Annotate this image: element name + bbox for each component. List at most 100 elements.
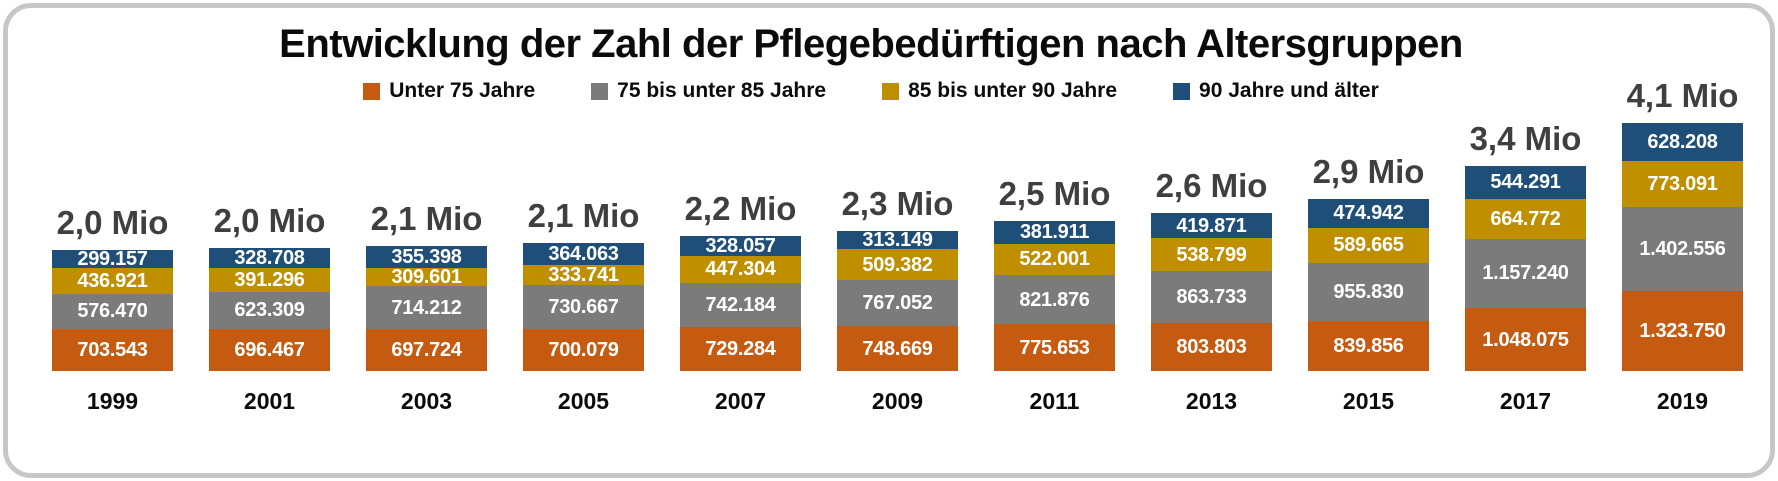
- legend-label: 90 Jahre und älter: [1199, 79, 1379, 102]
- bar-group-1999: 2,0 Mio 299.157 436.921 576.470 703.543 1999: [52, 8, 173, 473]
- bar-stack-2003: 355.398 309.601 714.212 697.724: [366, 246, 487, 371]
- total-label-2001: 2,0 Mio: [213, 202, 326, 240]
- legend-item-90-jahre-und-älter: 90 Jahre und älter: [1173, 79, 1379, 103]
- bar-stack-2019: 628.208 773.091 1.402.556 1.323.750: [1622, 123, 1743, 371]
- axis-label-2019: 2019: [1656, 388, 1709, 414]
- segment-value-label: 381.911: [1019, 221, 1090, 244]
- legend-item-75-bis-unter-85-jahre: 75 bis unter 85 Jahre: [591, 79, 826, 103]
- bar-group-2019: 4,1 Mio 628.208 773.091 1.402.556 1.323.750 2…: [1622, 8, 1743, 473]
- bar-stack-2007: 328.057 447.304 742.184 729.284: [680, 236, 801, 371]
- bar-stack-2001: 328.708 391.296 623.309 696.467: [209, 248, 330, 371]
- bar-group-2003: 2,1 Mio 355.398 309.601 714.212 697.724 2003: [366, 8, 487, 473]
- bar-segment-75-bis-unter-85-jahre: 730.667: [523, 285, 644, 329]
- legend-label: Unter 75 Jahre: [389, 79, 536, 102]
- segment-value-label: 703.543: [77, 338, 148, 361]
- segment-value-label: 576.470: [77, 300, 148, 323]
- segment-value-label: 623.309: [234, 299, 305, 322]
- bar-segment-85-bis-unter-90-jahre: 538.799: [1151, 238, 1272, 271]
- segment-value-label: 628.208: [1647, 130, 1718, 153]
- bar-group-2009: 2,3 Mio 313.149 509.382 767.052 748.669 2009: [837, 8, 958, 473]
- segment-value-label: 299.157: [77, 247, 148, 270]
- segment-value-label: 589.665: [1333, 234, 1404, 257]
- bar-segment-90-jahre-und-älter: 328.057: [680, 236, 801, 256]
- segment-value-label: 391.296: [234, 268, 305, 291]
- bar-group-2017: 3,4 Mio 544.291 664.772 1.157.240 1.048.075 2…: [1465, 8, 1586, 473]
- segment-value-label: 328.708: [234, 247, 305, 270]
- plot-area: 2,0 Mio 299.157 436.921 576.470 703.543 1999 2…: [8, 8, 1770, 473]
- segment-value-label: 696.467: [234, 339, 305, 362]
- legend-item-unter-75-jahre: Unter 75 Jahre: [363, 79, 535, 103]
- bar-segment-85-bis-unter-90-jahre: 773.091: [1622, 160, 1743, 208]
- bar-group-2005: 2,1 Mio 364.063 333.741 730.667 700.079 2005: [523, 8, 644, 473]
- bar-segment-90-jahre-und-älter: 474.942: [1308, 199, 1429, 228]
- total-label-2011: 2,5 Mio: [998, 174, 1111, 212]
- segment-value-label: 538.799: [1176, 243, 1247, 266]
- segment-value-label: 474.942: [1333, 202, 1404, 225]
- total-label-2015: 2,9 Mio: [1312, 153, 1425, 191]
- bar-segment-unter-75-jahre: 748.669: [837, 326, 958, 371]
- segment-value-label: 748.669: [862, 337, 933, 360]
- bar-segment-85-bis-unter-90-jahre: 589.665: [1308, 227, 1429, 264]
- legend-swatch-icon: [882, 82, 900, 100]
- segment-value-label: 767.052: [862, 291, 933, 314]
- segment-value-label: 1.323.750: [1639, 320, 1726, 343]
- bar-segment-85-bis-unter-90-jahre: 447.304: [680, 255, 801, 283]
- segment-value-label: 955.830: [1333, 280, 1404, 303]
- total-label-2019: 4,1 Mio: [1626, 77, 1739, 114]
- segment-value-label: 364.063: [548, 243, 619, 266]
- segment-value-label: 544.291: [1490, 171, 1561, 194]
- bar-segment-90-jahre-und-älter: 419.871: [1151, 213, 1272, 239]
- bar-group-2007: 2,2 Mio 328.057 447.304 742.184 729.284 2007: [680, 8, 801, 473]
- bar-segment-90-jahre-und-älter: 364.063: [523, 243, 644, 266]
- legend-swatch-icon: [363, 82, 381, 100]
- segment-value-label: 509.382: [862, 253, 933, 276]
- bar-segment-85-bis-unter-90-jahre: 391.296: [209, 268, 330, 292]
- axis-label-1999: 1999: [86, 388, 139, 414]
- bar-segment-75-bis-unter-85-jahre: 821.876: [994, 275, 1115, 325]
- bar-segment-unter-75-jahre: 700.079: [523, 328, 644, 371]
- bar-stack-2005: 364.063 333.741 730.667 700.079: [523, 243, 644, 371]
- segment-value-label: 821.876: [1019, 288, 1090, 311]
- bar-segment-90-jahre-und-älter: 328.708: [209, 248, 330, 268]
- bar-segment-75-bis-unter-85-jahre: 714.212: [366, 286, 487, 330]
- segment-value-label: 309.601: [391, 265, 462, 288]
- bar-segment-unter-75-jahre: 1.323.750: [1622, 291, 1743, 371]
- bar-segment-unter-75-jahre: 839.856: [1308, 320, 1429, 371]
- bar-segment-85-bis-unter-90-jahre: 309.601: [366, 265, 487, 288]
- axis-label-2001: 2001: [243, 388, 296, 414]
- legend-label: 75 bis unter 85 Jahre: [617, 79, 827, 102]
- total-label-2005: 2,1 Mio: [527, 197, 640, 235]
- bar-stack-2009: 313.149 509.382 767.052 748.669: [837, 230, 958, 371]
- segment-value-label: 730.667: [548, 296, 619, 318]
- segment-value-label: 1.157.240: [1482, 262, 1569, 285]
- segment-value-label: 714.212: [391, 296, 462, 319]
- bar-segment-75-bis-unter-85-jahre: 742.184: [680, 282, 801, 328]
- segment-value-label: 522.001: [1019, 248, 1090, 271]
- bar-segment-75-bis-unter-85-jahre: 1.402.556: [1622, 207, 1743, 292]
- bar-segment-unter-75-jahre: 1.048.075: [1465, 308, 1586, 371]
- bar-segment-90-jahre-und-älter: 381.911: [994, 220, 1115, 244]
- axis-label-2007: 2007: [714, 388, 767, 414]
- segment-value-label: 333.741: [548, 264, 619, 287]
- segment-value-label: 1.048.075: [1482, 328, 1569, 351]
- bar-segment-75-bis-unter-85-jahre: 863.733: [1151, 270, 1272, 323]
- total-label-2013: 2,6 Mio: [1155, 167, 1268, 205]
- segment-value-label: 773.091: [1647, 172, 1718, 195]
- bar-segment-90-jahre-und-älter: 299.157: [52, 247, 173, 270]
- bar-segment-75-bis-unter-85-jahre: 623.309: [209, 291, 330, 330]
- segment-value-label: 664.772: [1490, 207, 1561, 230]
- bar-segment-90-jahre-und-älter: 544.291: [1465, 165, 1586, 199]
- chart-legend: Unter 75 Jahre 75 bis unter 85 Jahre 85 bi…: [8, 79, 1770, 103]
- bar-segment-85-bis-unter-90-jahre: 333.741: [523, 264, 644, 287]
- segment-value-label: 436.921: [77, 269, 148, 292]
- legend-label: 85 bis unter 90 Jahre: [908, 79, 1118, 102]
- segment-value-label: 803.803: [1176, 335, 1247, 358]
- axis-label-2013: 2013: [1185, 388, 1238, 414]
- segment-value-label: 863.733: [1176, 285, 1247, 308]
- bar-segment-75-bis-unter-85-jahre: 1.157.240: [1465, 238, 1586, 309]
- bar-stack-1999: 299.157 436.921 576.470 703.543: [52, 247, 173, 371]
- bar-segment-unter-75-jahre: 697.724: [366, 329, 487, 371]
- axis-label-2011: 2011: [1029, 388, 1080, 414]
- bar-group-2015: 2,9 Mio 474.942 589.665 955.830 839.856 2015: [1308, 8, 1429, 473]
- total-label-2007: 2,2 Mio: [684, 190, 797, 228]
